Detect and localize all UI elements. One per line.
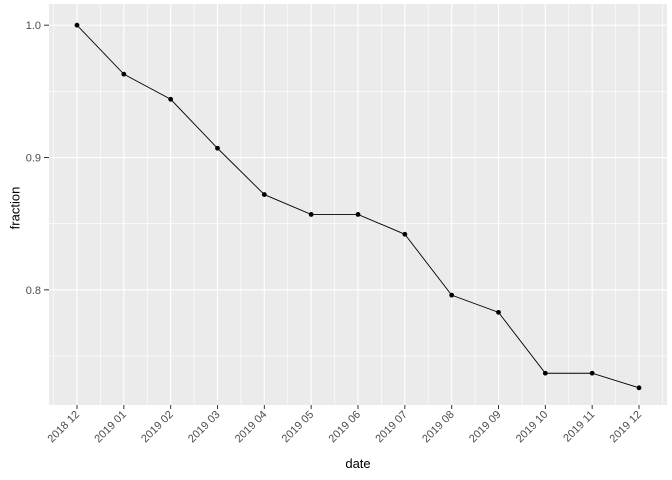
- x-tick-label: 2019 11: [561, 409, 597, 445]
- x-tick-label: 2019 12: [608, 409, 645, 446]
- y-tick-label: 1.0: [26, 20, 41, 32]
- data-point: [121, 71, 127, 77]
- data-point: [355, 212, 361, 217]
- data-point: [636, 385, 642, 391]
- data-points: [74, 22, 642, 391]
- y-tick-label: 0.9: [26, 153, 41, 165]
- x-tick-label: 2019 09: [467, 409, 504, 446]
- x-tick-label: 2018 12: [46, 409, 83, 446]
- x-tick-label: 2019 06: [327, 409, 364, 446]
- axis-ticks: [44, 24, 640, 409]
- data-point: [449, 292, 455, 298]
- x-tick-label: 2019 04: [233, 409, 270, 446]
- x-tick-label: 2019 08: [420, 409, 457, 446]
- grid-major: [49, 4, 667, 405]
- data-point: [496, 309, 501, 315]
- y-tick-labels: 0.8 0.9 1.0: [26, 20, 41, 297]
- data-point: [542, 370, 548, 376]
- data-point: [589, 370, 595, 376]
- data-point: [261, 192, 267, 197]
- data-point: [168, 96, 174, 102]
- data-point: [402, 231, 408, 237]
- x-tick-label: 2019 07: [373, 409, 410, 446]
- data-point: [215, 145, 220, 151]
- y-tick-label: 0.8: [26, 285, 41, 297]
- x-tick-label: 2019 03: [186, 409, 223, 446]
- x-tick-label: 2019 05: [280, 409, 317, 446]
- x-tick-label: 2019 02: [139, 409, 176, 446]
- data-point: [74, 22, 80, 28]
- x-tick-label: 2019 10: [514, 409, 551, 446]
- data-point: [308, 212, 314, 217]
- x-tick-label: 2019 01: [92, 409, 129, 446]
- x-tick-labels: 2018 12 2019 01 2019 02 2019 03 2019 04 2019 …: [46, 409, 645, 446]
